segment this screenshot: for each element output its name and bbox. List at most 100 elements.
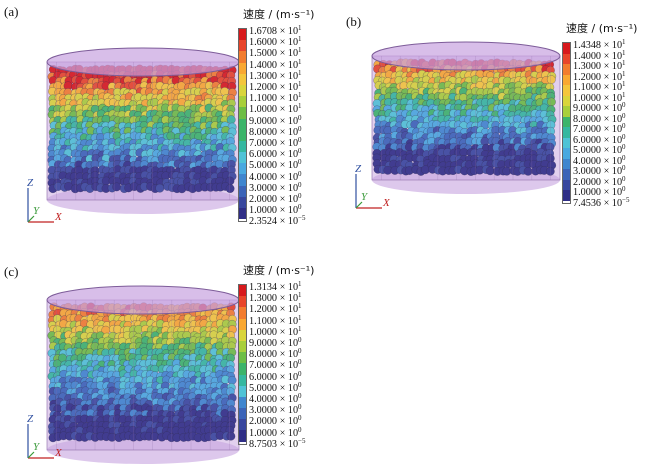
legend-tick-label: 1.2000 × 101 bbox=[573, 69, 626, 83]
tick-mantissa: 3.0000 × 10 bbox=[249, 182, 299, 194]
tick-exponent: 0 bbox=[298, 136, 302, 144]
tick-mantissa: 7.4536 × 10 bbox=[573, 197, 623, 209]
colorbar-segment bbox=[239, 40, 246, 52]
tick-exponent: 0 bbox=[298, 147, 302, 156]
legend-tick-label: 1.2000 × 101 bbox=[249, 301, 302, 315]
colorbar bbox=[562, 42, 571, 204]
tick-exponent: 1 bbox=[622, 38, 626, 46]
tick-exponent: 0 bbox=[622, 132, 626, 141]
colorbar-segment bbox=[563, 190, 570, 201]
tick-exponent: 0 bbox=[298, 158, 302, 167]
colorbar-segment bbox=[239, 352, 246, 364]
colorbar-segment bbox=[239, 296, 246, 308]
tick-mantissa: 7.0000 × 10 bbox=[249, 360, 299, 372]
y-axis-label: Y bbox=[33, 441, 41, 453]
tick-mantissa: 1.3134 × 10 bbox=[249, 282, 299, 293]
y-axis-line bbox=[27, 451, 35, 459]
tick-exponent: 0 bbox=[298, 425, 302, 434]
tick-mantissa: 5.0000 × 10 bbox=[249, 160, 299, 172]
colorbar-segment bbox=[239, 340, 246, 353]
cylinder-simulation: Z X Y bbox=[355, 41, 561, 209]
tick-mantissa: 1.3000 × 10 bbox=[573, 61, 623, 72]
tick-exponent: 0 bbox=[298, 347, 302, 356]
colorbar-segment bbox=[239, 285, 246, 297]
colorbar-segment bbox=[239, 430, 246, 442]
legend-tick-label: 7.0000 × 100 bbox=[573, 121, 626, 135]
tick-exponent: 0 bbox=[298, 392, 302, 400]
colorbar-segment bbox=[563, 158, 570, 169]
legend-tick-label: 8.0000 × 100 bbox=[573, 111, 626, 125]
tick-exponent: 1 bbox=[298, 91, 302, 100]
tick-mantissa: 1.0000 × 10 bbox=[249, 205, 299, 217]
tick-mantissa: 8.0000 × 10 bbox=[573, 113, 623, 125]
colorbar-segment bbox=[563, 179, 570, 190]
legend-tick-label: 1.1000 × 101 bbox=[249, 313, 302, 327]
tick-mantissa: 1.1000 × 10 bbox=[573, 82, 623, 93]
legend-tick-label: 2.0000 × 100 bbox=[249, 191, 302, 205]
tick-mantissa: 1.1000 × 10 bbox=[249, 93, 299, 105]
tick-mantissa: 1.4348 × 10 bbox=[573, 40, 623, 51]
panel-label: (b) bbox=[346, 14, 362, 29]
tick-mantissa: 1.6000 × 10 bbox=[249, 37, 299, 49]
colorbar-segment bbox=[239, 129, 246, 141]
legend-tick-label: 5.0000 × 100 bbox=[249, 157, 302, 171]
tick-mantissa: 5.0000 × 10 bbox=[573, 145, 623, 156]
colorbar-segment bbox=[239, 385, 246, 397]
legend-tick-label: 1.3000 × 101 bbox=[573, 58, 626, 72]
tick-exponent: 0 bbox=[622, 185, 626, 193]
legend-tick-label: 1.0000 × 100 bbox=[249, 425, 302, 439]
legend-tick-label: 1.0000 × 101 bbox=[249, 324, 302, 338]
colorbar-segment bbox=[239, 307, 246, 319]
colorbar-segment bbox=[239, 118, 246, 130]
colorbar-segment bbox=[563, 64, 570, 75]
legend-tick-label: 4.0000 × 100 bbox=[249, 391, 302, 405]
colorbar bbox=[238, 28, 247, 223]
legend-tick-label: 7.4536 × 10−5 bbox=[573, 195, 630, 209]
tick-exponent: 0 bbox=[298, 358, 302, 367]
x-axis-label: X bbox=[54, 447, 63, 459]
x-axis-label: X bbox=[54, 211, 63, 223]
tick-mantissa: 1.0000 × 10 bbox=[249, 427, 299, 439]
tick-exponent: 1 bbox=[298, 280, 302, 288]
colorbar-segment bbox=[563, 85, 570, 96]
tick-mantissa: 1.4000 × 10 bbox=[249, 59, 299, 71]
legend-tick-label: 7.0000 × 100 bbox=[249, 357, 302, 371]
colorbar-segment bbox=[239, 419, 246, 431]
y-axis-line bbox=[355, 201, 363, 209]
tick-exponent: 1 bbox=[298, 102, 302, 111]
tick-mantissa: 4.0000 × 10 bbox=[573, 155, 623, 167]
legend-tick-label: 1.5000 × 101 bbox=[249, 45, 302, 59]
legend-tick-label: 8.0000 × 100 bbox=[249, 346, 302, 360]
tick-mantissa: 2.0000 × 10 bbox=[573, 176, 623, 188]
tick-exponent: 1 bbox=[298, 324, 302, 333]
tick-mantissa: 1.3000 × 10 bbox=[249, 70, 299, 82]
tick-exponent: 0 bbox=[298, 414, 302, 423]
legend-tick-label: 2.0000 × 100 bbox=[249, 413, 302, 427]
legend-tick-label: 9.0000 × 100 bbox=[249, 113, 302, 127]
legend-tick-label: 9.0000 × 100 bbox=[249, 335, 302, 349]
colorbar-segment bbox=[239, 51, 246, 63]
tick-exponent: 0 bbox=[622, 101, 626, 109]
tick-exponent: 0 bbox=[622, 153, 626, 162]
particle bbox=[545, 166, 555, 176]
y-axis-label: Y bbox=[361, 191, 369, 203]
tick-exponent: 1 bbox=[622, 69, 626, 78]
tick-exponent: 0 bbox=[298, 169, 302, 178]
x-axis-label: X bbox=[382, 197, 391, 209]
legend-title: 速度 / (m·s⁻¹) bbox=[566, 22, 638, 35]
legend-tick-label: 4.0000 × 100 bbox=[573, 153, 626, 167]
legend-tick-label: 1.4348 × 101 bbox=[573, 37, 626, 51]
legend-tick-label: 1.0000 × 100 bbox=[573, 184, 626, 198]
tick-mantissa: 8.0000 × 10 bbox=[249, 126, 299, 138]
legend-tick-label: 8.0000 × 100 bbox=[249, 124, 302, 138]
cylinder-front bbox=[46, 299, 240, 451]
legend-tick-label: 1.3134 × 101 bbox=[249, 279, 302, 293]
particle-bed bbox=[372, 58, 557, 176]
legend-tick-label: 1.0000 × 101 bbox=[249, 101, 302, 115]
y-axis-label: Y bbox=[33, 205, 41, 217]
z-axis-label: Z bbox=[355, 163, 362, 175]
colorbar-segment bbox=[239, 374, 246, 386]
legend-tick-label: 6.0000 × 100 bbox=[249, 369, 302, 383]
legend-tick-label: 5.0000 × 100 bbox=[573, 142, 626, 156]
tick-exponent: 0 bbox=[298, 124, 302, 133]
